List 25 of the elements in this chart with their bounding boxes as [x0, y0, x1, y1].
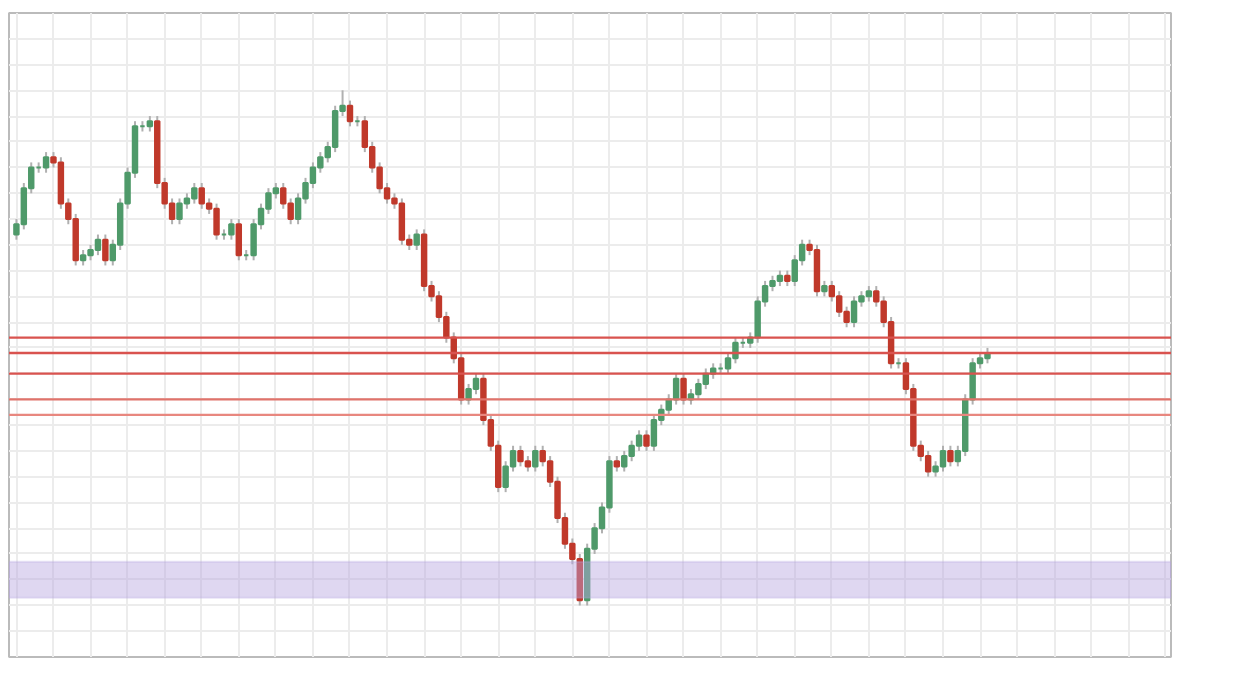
candlestick — [198, 182, 205, 210]
candlestick — [850, 295, 858, 329]
candlestick — [813, 243, 821, 298]
candlestick — [176, 197, 183, 226]
candlestick — [228, 218, 235, 241]
candlestick — [924, 449, 932, 478]
candlestick — [465, 382, 472, 406]
candlestick — [213, 202, 220, 241]
candlestick — [517, 444, 524, 468]
candlestick — [643, 429, 650, 452]
candlestick — [732, 336, 739, 365]
candlestick — [331, 104, 339, 154]
candlestick — [680, 372, 687, 406]
candlestick — [42, 151, 50, 174]
candlestick — [102, 233, 109, 267]
candlestick — [939, 444, 947, 473]
candlestick — [398, 197, 406, 246]
candlestick — [235, 218, 243, 262]
candlestick — [532, 444, 539, 473]
candlestick — [947, 444, 954, 468]
candlestick — [191, 182, 198, 205]
candlestick — [621, 449, 628, 473]
candlestick — [413, 228, 420, 251]
candlestick — [94, 233, 102, 257]
candlestick — [650, 413, 658, 452]
